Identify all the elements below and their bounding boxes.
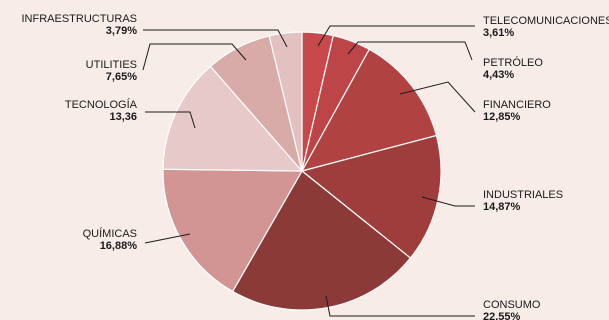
value-quimicas: 16,88% (100, 240, 138, 252)
label-infraestructuras: INFRAESTRUCTURAS (21, 13, 137, 25)
label-quimicas: QUÍMICAS (83, 227, 137, 240)
value-financiero: 12,85% (483, 111, 521, 123)
slice-quimicas (162, 168, 304, 293)
slice-consumo (231, 170, 412, 311)
value-petroleo: 4,43% (483, 69, 514, 81)
leader-lines (142, 25, 476, 317)
value-industriales: 14,87% (483, 201, 521, 213)
leader-industriales (421, 196, 475, 207)
leader-infraestructuras (143, 29, 288, 48)
leader-utilities (142, 43, 247, 71)
label-tecnologia: TECNOLOGÍA (65, 98, 138, 111)
value-consumo: 22,55% (483, 311, 521, 320)
value-tecnologia: 13,36 (109, 111, 137, 123)
leader-financiero (399, 81, 476, 113)
leader-petroleo (347, 41, 473, 61)
label-utilities: UTILITIES (86, 59, 137, 71)
value-infraestructuras: 3,79% (106, 25, 137, 37)
label-industriales: INDUSTRIALES (483, 189, 563, 201)
label-telecomunicaciones: TELECOMUNICACIONES (483, 15, 609, 27)
leader-quimicas (144, 233, 191, 244)
label-consumo: CONSUMO (483, 299, 541, 311)
leader-tecnologia (145, 111, 196, 129)
slice-financiero (300, 48, 438, 172)
slice-industriales (300, 134, 442, 259)
leader-telecomunicaciones (317, 25, 475, 47)
leader-consumo (325, 295, 475, 317)
label-petroleo: PETRÓLEO (483, 56, 543, 69)
pie-slices (162, 31, 442, 311)
slice-tecnologia (162, 65, 304, 172)
value-telecomunicaciones: 3,61% (483, 27, 514, 39)
slice-infraestructuras (268, 31, 303, 172)
value-utilities: 7,65% (106, 71, 137, 83)
label-financiero: FINANCIERO (483, 99, 551, 111)
